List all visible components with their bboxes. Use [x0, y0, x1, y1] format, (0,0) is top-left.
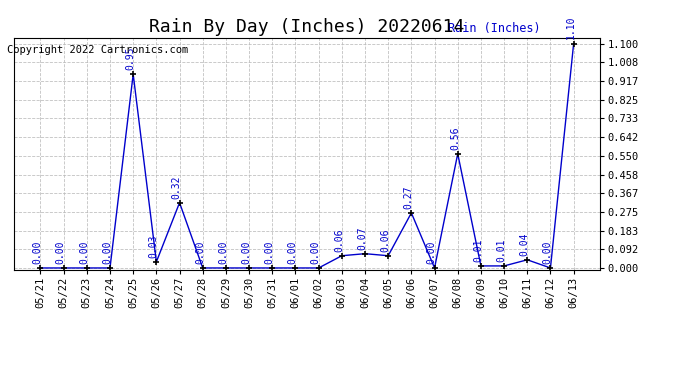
Text: 0.00: 0.00: [427, 240, 437, 264]
Text: 0.00: 0.00: [32, 240, 43, 264]
Text: 0.00: 0.00: [102, 240, 112, 264]
Text: 0.01: 0.01: [473, 238, 483, 262]
Text: 0.07: 0.07: [357, 226, 367, 249]
Text: 0.01: 0.01: [496, 238, 506, 262]
Text: 1.10: 1.10: [566, 16, 576, 39]
Text: 0.27: 0.27: [404, 185, 413, 209]
Text: 0.00: 0.00: [311, 240, 321, 264]
Text: 0.00: 0.00: [264, 240, 275, 264]
Text: Copyright 2022 Cartronics.com: Copyright 2022 Cartronics.com: [7, 45, 188, 55]
Text: 0.00: 0.00: [195, 240, 205, 264]
Title: Rain By Day (Inches) 20220614: Rain By Day (Inches) 20220614: [149, 18, 465, 36]
Text: 0.04: 0.04: [520, 232, 529, 256]
Text: 0.03: 0.03: [148, 234, 159, 258]
Text: 0.56: 0.56: [450, 126, 460, 150]
Text: 0.00: 0.00: [56, 240, 66, 264]
Text: 0.00: 0.00: [288, 240, 297, 264]
Text: 0.00: 0.00: [218, 240, 228, 264]
Text: 0.00: 0.00: [241, 240, 251, 264]
Text: 0.00: 0.00: [79, 240, 89, 264]
Text: 0.00: 0.00: [542, 240, 553, 264]
Text: Rain (Inches): Rain (Inches): [448, 22, 540, 35]
Text: 0.32: 0.32: [172, 175, 181, 198]
Text: 0.06: 0.06: [334, 228, 344, 252]
Text: 0.06: 0.06: [380, 228, 391, 252]
Text: 0.95: 0.95: [126, 46, 135, 70]
